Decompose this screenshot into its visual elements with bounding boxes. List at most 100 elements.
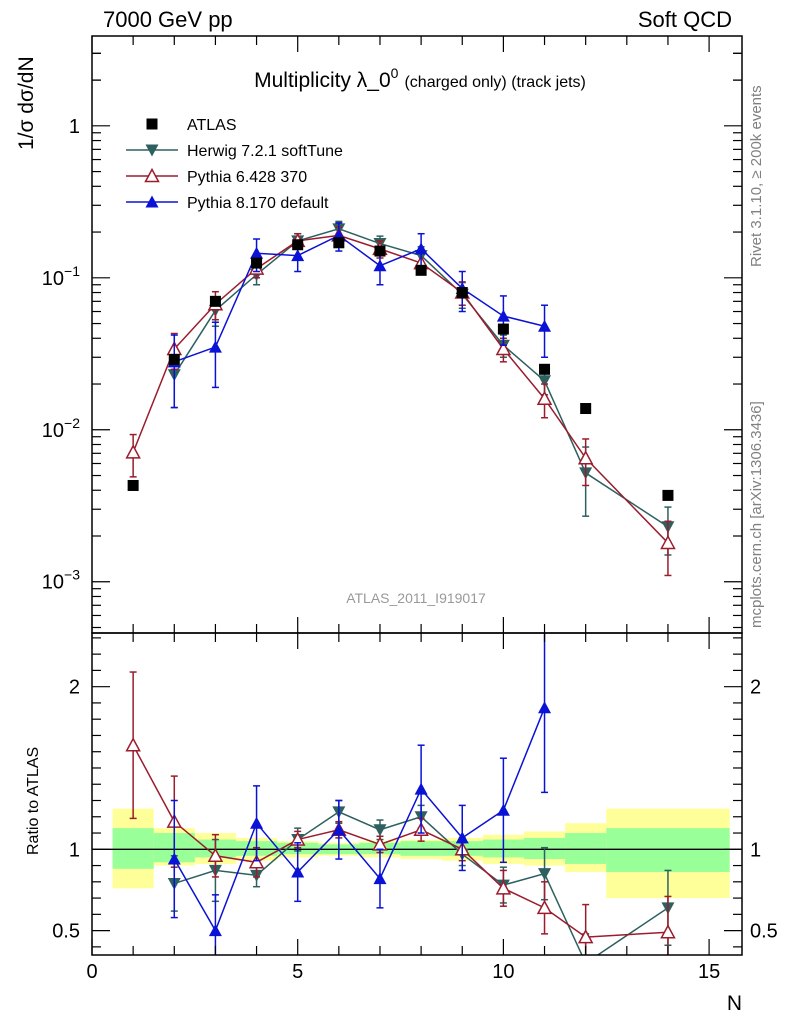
main-y-tick-label-base-2: 10 bbox=[42, 420, 64, 442]
ratio-point-pythia6-2 bbox=[207, 847, 224, 863]
x-tick-label-2: 10 bbox=[492, 961, 514, 983]
ratio-y-tick-label-right-0: 0.5 bbox=[750, 921, 778, 943]
main-point-pythia8-8 bbox=[496, 309, 510, 322]
main-point-pythia6-12 bbox=[660, 534, 676, 550]
main-point-pythia8-3 bbox=[291, 249, 305, 262]
mcplots-label: mcplots.cern.ch [arXiv:1306.3436] bbox=[748, 401, 765, 628]
main-line-pythia6 bbox=[132, 234, 669, 544]
main-point-pythia8-9 bbox=[538, 319, 552, 332]
main-panel-series bbox=[125, 220, 676, 577]
x-tick-label-3: 15 bbox=[698, 961, 720, 983]
x-tick-label-1: 5 bbox=[292, 961, 303, 983]
ratio-line-herwig bbox=[174, 811, 669, 955]
x-tick-label-0: 0 bbox=[86, 961, 97, 983]
ratio-band-inner-0 bbox=[112, 828, 154, 869]
main-point-atlas-8 bbox=[456, 287, 468, 299]
main-point-atlas-4 bbox=[292, 239, 304, 251]
legend: ATLAS Herwig 7.2.1 softTune Pythia 6.428 3… bbox=[126, 117, 343, 212]
ratio-point-pythia8-6 bbox=[414, 782, 428, 795]
main-y-tick-label-3: 10−3 bbox=[42, 567, 80, 594]
panel-frames bbox=[91, 35, 743, 956]
ratio-point-pythia8-8 bbox=[496, 803, 510, 816]
ratio-band-inner-11 bbox=[565, 833, 607, 864]
ratio-point-pythia8-3 bbox=[291, 865, 305, 878]
ratio-y-tick-label-left-1: 1 bbox=[69, 839, 80, 861]
legend-marker-pythia6 bbox=[144, 167, 160, 183]
ratio-y-tick-label-left-0: 0.5 bbox=[52, 921, 80, 943]
ratio-point-pythia6-11 bbox=[577, 929, 594, 944]
ratio-y-tick-label-right-1: 1 bbox=[750, 839, 761, 861]
ratio-point-herwig-10 bbox=[579, 958, 592, 970]
ratio-point-pythia6-12 bbox=[660, 924, 676, 939]
ratio-series-pythia8 bbox=[167, 633, 552, 955]
main-point-pythia6-9 bbox=[495, 340, 512, 356]
main-title-subtitle: (charged only) (track jets) bbox=[404, 74, 585, 91]
ratio-panel-frame bbox=[91, 632, 743, 956]
main-point-atlas-3 bbox=[251, 257, 263, 269]
main-point-pythia8-2 bbox=[250, 246, 264, 259]
main-point-pythia8-6 bbox=[414, 242, 428, 255]
ratio-point-pythia6-9 bbox=[495, 880, 512, 895]
main-point-atlas-7 bbox=[415, 264, 427, 276]
legend-marker-herwig bbox=[145, 144, 159, 157]
main-point-atlas-1 bbox=[168, 354, 180, 366]
legend-marker-atlas bbox=[146, 118, 158, 130]
main-series-atlas bbox=[127, 237, 674, 501]
main-point-pythia8-5 bbox=[373, 259, 387, 272]
ratio-band-inner-12 bbox=[606, 828, 730, 873]
legend-marker-pythia8 bbox=[145, 195, 159, 208]
main-y-tick-label-exp-3: −3 bbox=[64, 567, 80, 583]
ratio-point-pythia8-4 bbox=[332, 823, 346, 836]
header-left-label: 7000 GeV pp bbox=[103, 7, 233, 32]
main-title-superscript: 0 bbox=[391, 65, 399, 81]
ratio-point-herwig-9 bbox=[538, 868, 552, 881]
ratio-point-herwig-5 bbox=[373, 824, 387, 837]
legend-label-pythia8: Pythia 8.170 default bbox=[187, 195, 329, 212]
analysis-label: ATLAS_2011_I919017 bbox=[346, 590, 486, 606]
ratio-point-pythia8-5 bbox=[373, 872, 387, 885]
legend-label-atlas: ATLAS bbox=[187, 117, 237, 134]
main-point-pythia6-11 bbox=[577, 450, 594, 465]
main-point-herwig-9 bbox=[538, 375, 552, 388]
main-y-tick-label-2: 10−2 bbox=[42, 415, 80, 442]
ratio-point-pythia8-0 bbox=[167, 852, 181, 865]
main-y-tick-label-base-3: 10 bbox=[42, 572, 64, 594]
main-point-atlas-9 bbox=[497, 323, 509, 335]
main-title-text: Multiplicity λ_0 bbox=[254, 69, 391, 92]
ratio-band-inner-7 bbox=[400, 841, 442, 856]
main-y-tick-label-exp-1: −1 bbox=[64, 263, 80, 279]
ratio-point-pythia6-10 bbox=[536, 899, 553, 915]
main-y-axis-title: 1/σ dσ/dN bbox=[15, 56, 38, 150]
ratio-point-pythia6-0 bbox=[125, 737, 141, 752]
ratio-point-pythia6-3 bbox=[248, 854, 265, 869]
x-axis-title: N bbox=[727, 992, 742, 1015]
main-y-tick-label-0: 1 bbox=[69, 116, 80, 138]
ratio-point-pythia8-2 bbox=[250, 816, 264, 829]
main-point-atlas-10 bbox=[539, 363, 551, 375]
ratio-y-tick-label-left-2: 2 bbox=[69, 677, 80, 699]
main-point-atlas-2 bbox=[209, 295, 221, 307]
ratio-y-axis-title: Ratio to ATLAS bbox=[25, 747, 42, 855]
main-point-pythia6-0 bbox=[125, 444, 141, 459]
rivet-version-label: Rivet 3.1.10, ≥ 200k events bbox=[748, 85, 765, 267]
main-point-atlas-5 bbox=[333, 237, 345, 249]
main-point-atlas-6 bbox=[374, 245, 386, 257]
main-title: Multiplicity λ_00 (charged only) (track j… bbox=[254, 65, 586, 92]
main-point-atlas-12 bbox=[662, 489, 674, 501]
ratio-point-pythia8-9 bbox=[538, 701, 552, 714]
main-point-pythia6-10 bbox=[536, 390, 553, 406]
ratio-panel-series bbox=[125, 633, 676, 970]
legend-label-pythia6: Pythia 6.428 370 bbox=[187, 169, 307, 186]
main-y-tick-label-exp-2: −2 bbox=[64, 415, 80, 431]
legend-label-herwig: Herwig 7.2.1 softTune bbox=[187, 143, 343, 160]
ratio-series-pythia6 bbox=[125, 671, 676, 955]
header-right-label: Soft QCD bbox=[638, 7, 732, 32]
main-series-pythia6 bbox=[125, 226, 676, 577]
ratio-point-pythia8-7 bbox=[455, 831, 469, 844]
main-line-herwig bbox=[173, 228, 669, 528]
main-line-pythia8 bbox=[174, 234, 545, 363]
main-series-pythia8 bbox=[167, 222, 552, 409]
main-point-atlas-11 bbox=[580, 403, 592, 415]
